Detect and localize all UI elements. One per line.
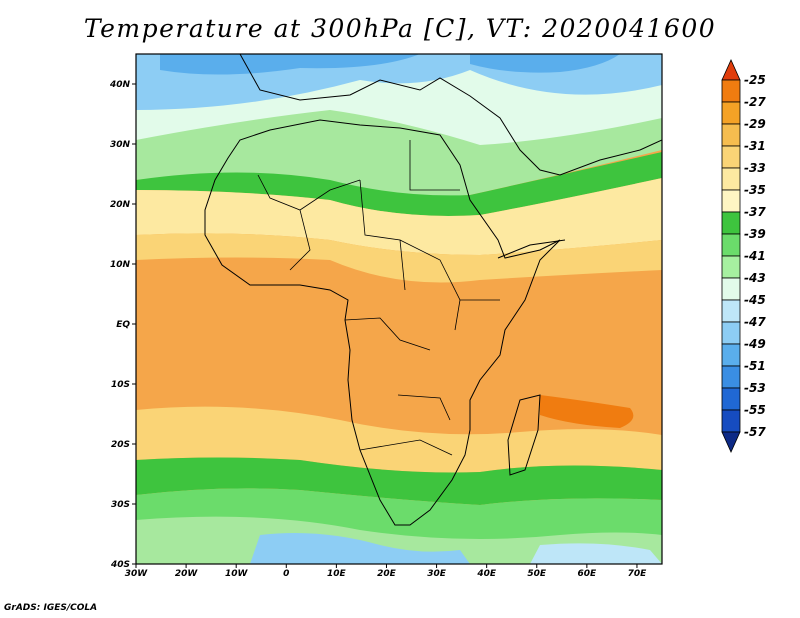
longitude-axis: 30W 20W 10W 0 10E 20E 30E 40E 50E 60E 70E [125,564,647,579]
colorbar: -25 -27 -29 -31 -33 -35 -37 -39 -41 -43 -45 -47 -49 -… [721,59,766,453]
colorbar-label: -55 [744,403,766,417]
lat-tick-label: 30S [111,500,130,510]
colorbar-label: -31 [744,139,766,153]
lat-tick-label: 10S [111,380,130,390]
coastlines [204,54,662,526]
credit-label: GrADS: IGES/COLA [4,603,98,613]
country-borders [257,140,500,456]
colorbar-label: -41 [744,249,766,263]
colorbar-swatch [721,123,741,147]
colorbar-swatch [721,255,741,279]
map-frame [135,53,663,565]
lon-tick-label: 60E [578,569,598,579]
colorbar-swatch [721,167,741,191]
colorbar-label: -35 [744,183,766,197]
latitude-axis: 40S 30S 20S 10S EQ 10N 20N 30N 40N [109,80,136,570]
colorbar-swatch [721,343,741,367]
lat-tick-label: 20S [111,440,130,450]
map-title: Temperature at 300hPa [C], VT: 202004160… [83,14,717,43]
colorbar-swatch [721,79,741,103]
lat-tick-label: 40N [109,80,131,90]
lon-tick-label: 50E [527,569,547,579]
lat-tick-label: 10N [110,260,131,270]
colorbar-swatch [721,387,741,411]
colorbar-label: -33 [744,161,766,175]
colorbar-label: -49 [744,337,766,351]
colorbar-label: -57 [744,425,766,439]
colorbar-swatch [721,277,741,301]
temperature-field [136,54,662,564]
colorbar-label: -47 [744,315,766,329]
colorbar-label: -37 [744,205,766,219]
lat-tick-label: 40S [110,560,130,570]
colorbar-bottom-arrow [721,431,741,453]
colorbar-swatch [721,365,741,389]
colorbar-swatch [721,101,741,125]
colorbar-swatch [721,409,741,433]
lon-tick-label: 70E [628,569,648,579]
colorbar-label: -29 [744,117,766,131]
colorbar-label: -51 [744,359,766,373]
colorbar-swatch [721,299,741,323]
lon-tick-label: 20W [175,569,199,579]
lon-tick-label: 30W [125,569,149,579]
lon-tick-label: 10W [225,569,249,579]
lat-tick-label: 20N [110,200,131,210]
colorbar-label: -53 [744,381,766,395]
colorbar-label: -25 [744,73,766,87]
colorbar-swatch [721,189,741,213]
lat-tick-label: EQ [116,320,130,330]
lon-tick-label: 20E [377,569,397,579]
lon-tick-label: 0 [283,569,289,579]
colorbar-swatch [721,233,741,257]
colorbar-top-arrow [721,59,741,81]
colorbar-label: -43 [744,271,766,285]
colorbar-label: -27 [744,95,766,109]
lon-tick-label: 10E [327,569,347,579]
lon-tick-label: 40E [476,569,497,579]
colorbar-swatch [721,211,741,235]
colorbar-swatch [721,321,741,345]
colorbar-label: -45 [744,293,766,307]
lon-tick-label: 30E [427,569,447,579]
lat-tick-label: 30N [110,140,131,150]
colorbar-swatch [721,145,741,169]
colorbar-label: -39 [744,227,766,241]
